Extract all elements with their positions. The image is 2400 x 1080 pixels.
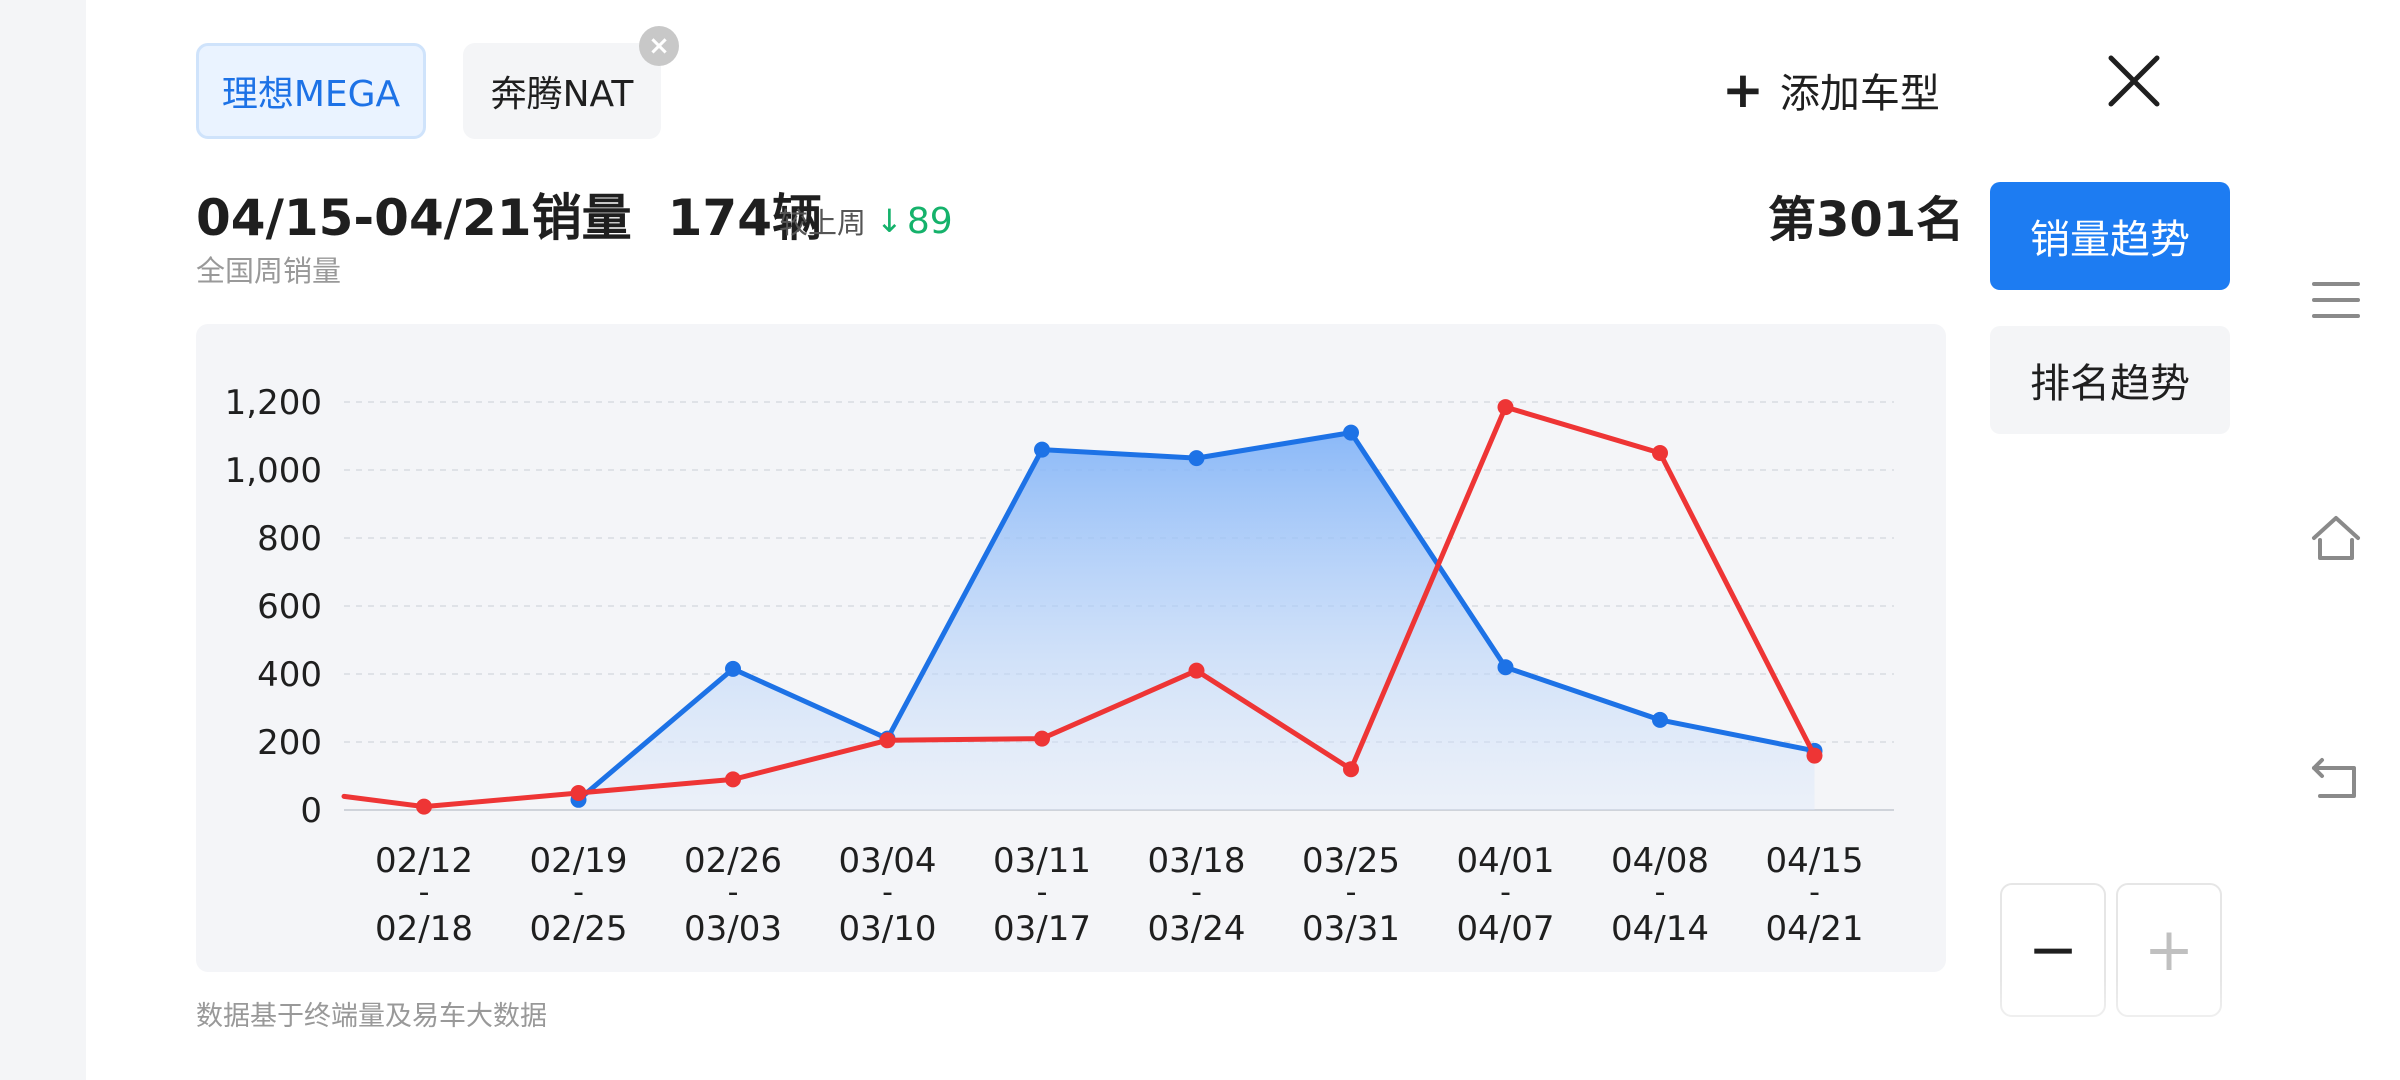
x-tick-label-start: 04/15 xyxy=(1766,841,1864,881)
plus-icon: + xyxy=(1722,61,1764,119)
series-0-point xyxy=(1034,441,1050,458)
x-tick-separator: - xyxy=(882,875,893,910)
close-icon[interactable] xyxy=(2105,52,2163,110)
delta-value: 89 xyxy=(906,200,953,242)
x-tick-label-start: 02/12 xyxy=(375,841,473,881)
x-tick-label-end: 02/25 xyxy=(530,909,628,949)
x-tick-label-end: 02/18 xyxy=(375,909,473,949)
x-tick-separator: - xyxy=(419,875,430,910)
series-0-point xyxy=(1652,711,1668,728)
remove-model-icon[interactable]: × xyxy=(639,26,679,66)
add-model-label: 添加车型 xyxy=(1779,71,1940,117)
tab-lixiang-mega[interactable]: 理想MEGA xyxy=(196,43,426,139)
series-1-point xyxy=(1806,747,1823,764)
rank-value: 第301名 xyxy=(1768,192,1965,248)
menu-icon[interactable] xyxy=(2308,272,2364,328)
x-tick-label-start: 03/04 xyxy=(839,841,937,881)
sales-chart: 0 200 400 600 800 1,000 1,200 02/12-02/18 02/19-… xyxy=(196,324,1946,972)
sales-trend-button[interactable]: 销量趋势 xyxy=(1990,182,2230,290)
series-0-point xyxy=(1188,450,1205,467)
x-tick-label-start: 02/26 xyxy=(684,841,782,881)
bottom-fade xyxy=(1990,980,2400,1080)
x-tick-label-end: 03/17 xyxy=(993,909,1091,949)
sales-headline: 04/15-04/21销量 174辆 xyxy=(196,178,822,250)
x-tick-label-end: 03/03 xyxy=(684,909,782,949)
period-title: 04/15-04/21销量 xyxy=(196,189,632,247)
series-1-point xyxy=(1343,761,1359,778)
x-tick-label-end: 03/24 xyxy=(1148,909,1246,949)
x-tick-separator: - xyxy=(1500,875,1511,910)
x-tick-label-start: 03/25 xyxy=(1302,841,1400,881)
units-value: 174辆 xyxy=(667,189,822,247)
y-tick-label: 600 xyxy=(257,587,322,627)
subtitle: 全国周销量 xyxy=(196,254,342,288)
x-tick-separator: - xyxy=(1346,875,1357,910)
series-1-point xyxy=(570,785,587,801)
week-compare: 较上周 ↓ 89 xyxy=(779,200,953,242)
down-arrow-icon: ↓ xyxy=(876,202,903,240)
series-1-point xyxy=(416,798,432,815)
x-tick-label-end: 04/14 xyxy=(1611,909,1709,949)
x-tick-label-start: 04/01 xyxy=(1457,841,1555,881)
x-tick-label-start: 02/19 xyxy=(530,841,628,881)
x-tick-label-start: 04/08 xyxy=(1611,841,1709,881)
x-tick-separator: - xyxy=(1191,875,1202,910)
series-1-point xyxy=(1497,399,1514,416)
y-tick-label: 800 xyxy=(257,519,322,559)
x-tick-separator: - xyxy=(1655,875,1666,910)
series-1-point xyxy=(1188,662,1205,679)
x-tick-label-end: 03/31 xyxy=(1302,909,1400,949)
series-0-point xyxy=(725,660,741,677)
sales-line-chart: 02004006008001,0001,20002/12-02/1802/19-… xyxy=(225,383,1894,949)
series-0-point xyxy=(1343,424,1359,441)
y-tick-label: 0 xyxy=(300,791,322,831)
rank-trend-button[interactable]: 排名趋势 xyxy=(1990,326,2230,434)
y-tick-label: 400 xyxy=(257,655,322,695)
y-tick-label: 1,200 xyxy=(225,383,322,423)
x-tick-label-end: 03/10 xyxy=(839,909,937,949)
x-tick-separator: - xyxy=(728,875,739,910)
data-source-note: 数据基于终端量及易车大数据 xyxy=(196,1001,547,1032)
x-tick-separator: - xyxy=(1809,875,1820,910)
series-1-point xyxy=(1652,445,1668,461)
y-tick-label: 200 xyxy=(257,723,322,763)
series-1-point xyxy=(725,771,741,788)
left-edge-strip xyxy=(0,0,86,1080)
x-tick-separator: - xyxy=(573,875,584,910)
x-tick-label-start: 03/11 xyxy=(993,841,1091,881)
x-tick-label-end: 04/21 xyxy=(1766,909,1864,949)
compare-label: 较上周 xyxy=(779,206,867,240)
x-tick-label-start: 03/18 xyxy=(1148,841,1246,881)
home-icon[interactable] xyxy=(2308,510,2364,566)
add-model-button[interactable]: + 添加车型 xyxy=(1722,62,1940,118)
series-0-area xyxy=(578,432,1815,810)
series-0-point xyxy=(1497,659,1514,676)
series-1-point xyxy=(879,732,896,749)
series-1-point xyxy=(1034,730,1050,747)
x-tick-label-end: 04/07 xyxy=(1457,909,1555,949)
tab-benteng-nat[interactable]: 奔腾NAT xyxy=(463,43,661,139)
x-tick-separator: - xyxy=(1037,875,1048,910)
y-tick-label: 1,000 xyxy=(225,451,322,491)
back-icon[interactable] xyxy=(2308,750,2364,806)
